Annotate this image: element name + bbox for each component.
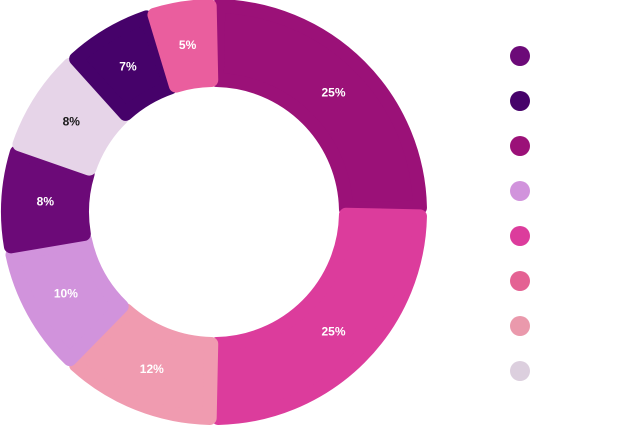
legend-swatch-5 [510, 226, 530, 246]
donut-slice-8[interactable] [147, 0, 219, 93]
donut-slice-2[interactable] [209, 207, 427, 425]
slice-label-6: 8% [63, 114, 81, 128]
slice-labels: 25% 25% 12% 10% 8% 8% 7% 5% [37, 38, 346, 376]
donut-slice-1[interactable] [209, 0, 427, 217]
slice-label-3: 12% [140, 362, 164, 376]
legend-swatch-8 [510, 361, 530, 381]
legend-swatch-3 [510, 136, 530, 156]
legend-swatch-1 [510, 46, 530, 66]
legend-swatch-7 [510, 316, 530, 336]
donut-slice-3[interactable] [69, 303, 219, 425]
legend [510, 46, 530, 381]
donut-slices [1, 0, 427, 425]
slice-label-8: 5% [179, 38, 197, 52]
slice-label-2: 25% [321, 325, 345, 339]
donut-slice-6[interactable] [12, 57, 129, 176]
slice-label-1: 25% [321, 85, 345, 99]
legend-swatch-2 [510, 91, 530, 111]
donut-slice-4[interactable] [5, 232, 129, 367]
slice-label-5: 8% [37, 194, 55, 208]
slice-label-4: 10% [54, 286, 78, 300]
slice-label-7: 7% [119, 60, 137, 74]
donut-slice-5[interactable] [1, 145, 95, 254]
donut-slice-7[interactable] [69, 10, 178, 121]
legend-swatch-6 [510, 271, 530, 291]
legend-swatch-4 [510, 181, 530, 201]
